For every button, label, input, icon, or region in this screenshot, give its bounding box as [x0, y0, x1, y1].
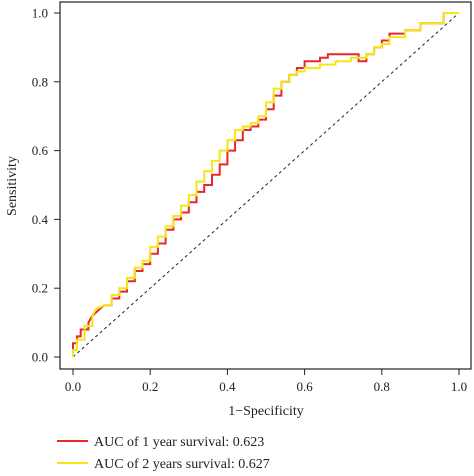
- y-tick-label: 1.0: [32, 6, 48, 21]
- legend-label-1: AUC of 1 year survival: 0.623: [94, 435, 264, 450]
- legend-label-2: AUC of 2 years survival: 0.627: [94, 457, 270, 472]
- y-tick-label: 0.0: [32, 350, 48, 365]
- series-line-1: [72, 12, 459, 357]
- series-line-2: [72, 12, 459, 357]
- y-tick-label: 0.4: [32, 212, 49, 227]
- y-tick-label: 0.2: [32, 281, 48, 296]
- x-tick-label: 1.0: [451, 379, 467, 394]
- plot-frame: [59, 1, 472, 370]
- series-layer: [72, 12, 459, 357]
- x-axis-title: 1−Specificity: [228, 404, 304, 419]
- x-tick-label: 0.0: [65, 379, 81, 394]
- y-axis-title: Sensitivity: [5, 156, 20, 216]
- reference-diagonal: [72, 12, 460, 358]
- x-tick-label: 0.2: [142, 379, 158, 394]
- y-tick-label: 0.6: [32, 143, 49, 158]
- x-tick-label: 0.4: [219, 379, 236, 394]
- x-tick-label: 0.8: [374, 379, 390, 394]
- x-tick-label: 0.6: [296, 379, 313, 394]
- legend: AUC of 1 year survival: 0.623 AUC of 2 ye…: [57, 435, 270, 472]
- x-axis: 0.0 0.2 0.4 0.6 0.8 1.0: [65, 369, 467, 394]
- y-axis: 0.0 0.2 0.4 0.6 0.8 1.0: [32, 6, 60, 365]
- y-tick-label: 0.8: [32, 74, 48, 89]
